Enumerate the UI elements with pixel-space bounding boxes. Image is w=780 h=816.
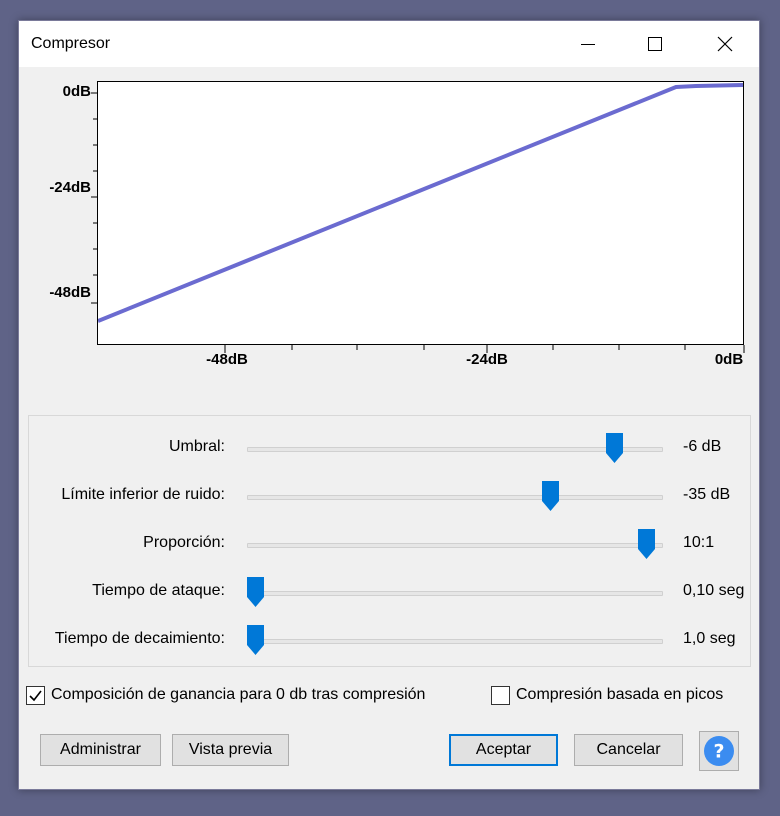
ratio-value: 10:1: [683, 534, 715, 551]
release-time-slider[interactable]: [247, 639, 663, 644]
compression-graph: 0dB -24dB -48dB: [19, 67, 759, 407]
minimize-button[interactable]: [557, 21, 619, 67]
plot-area: [97, 81, 744, 345]
ok-button[interactable]: Aceptar: [449, 734, 558, 766]
peak-compression-checkbox[interactable]: [491, 686, 510, 705]
threshold-slider[interactable]: [247, 447, 663, 452]
x-axis-label: -48dB: [206, 351, 248, 368]
y-axis-label: -48dB: [49, 284, 91, 301]
y-axis-label: -24dB: [49, 179, 91, 196]
x-axis-label: -24dB: [466, 351, 508, 368]
release-time-slider-thumb[interactable]: [247, 625, 264, 655]
noise-floor-label: Límite inferior de ruido:: [61, 486, 225, 503]
help-icon-glyph: ?: [713, 741, 724, 763]
threshold-label: Umbral:: [168, 438, 225, 455]
threshold-value: -6 dB: [683, 438, 722, 455]
help-icon: ?: [704, 736, 734, 766]
ratio-slider[interactable]: [247, 543, 663, 548]
maximize-icon: [648, 37, 662, 51]
title-bar[interactable]: Compresor: [19, 21, 759, 67]
cancel-button[interactable]: Cancelar: [574, 734, 683, 766]
release-time-row: Tiempo de decaimiento: 1,0 seg: [29, 620, 752, 660]
help-button[interactable]: ?: [699, 731, 739, 771]
noise-floor-value: -35 dB: [683, 486, 731, 503]
y-axis-label: 0dB: [62, 83, 91, 100]
noise-floor-row: Límite inferior de ruido: -35 dB: [29, 476, 752, 516]
x-axis-label: 0dB: [714, 351, 744, 368]
makeup-gain-label[interactable]: Composición de ganancia para 0 db tras c…: [51, 686, 426, 703]
threshold-row: Umbral: -6 dB: [29, 428, 752, 468]
attack-time-value: 0,10 seg: [683, 582, 745, 599]
ratio-slider-thumb[interactable]: [638, 529, 656, 559]
attack-time-slider-thumb[interactable]: [247, 577, 264, 607]
attack-time-label: Tiempo de ataque:: [92, 582, 225, 599]
close-icon: [717, 36, 733, 52]
threshold-slider-thumb[interactable]: [606, 433, 624, 463]
compressor-dialog: Compresor 0dB -24dB -48dB: [18, 20, 760, 790]
ratio-row: Proporción: 10:1: [29, 524, 752, 564]
close-button[interactable]: [694, 21, 756, 67]
makeup-gain-checkbox[interactable]: [26, 686, 45, 705]
noise-floor-slider-thumb[interactable]: [542, 481, 560, 511]
attack-time-slider[interactable]: [247, 591, 663, 596]
window-title: Compresor: [31, 35, 111, 52]
axis-ticks: [91, 92, 745, 353]
attack-time-row: Tiempo de ataque: 0,10 seg: [29, 572, 752, 612]
maximize-button[interactable]: [624, 21, 686, 67]
release-time-label: Tiempo de decaimiento:: [54, 630, 225, 647]
ratio-label: Proporción:: [143, 534, 225, 551]
controls-panel: Umbral: -6 dB Límite inferior de ruido: …: [28, 415, 751, 667]
compression-curve: [97, 83, 744, 323]
checkmark-icon: [29, 690, 42, 702]
manage-button[interactable]: Administrar: [40, 734, 161, 766]
minimize-icon: [581, 43, 595, 45]
noise-floor-slider[interactable]: [247, 495, 663, 500]
peak-compression-label[interactable]: Compresión basada en picos: [516, 686, 724, 703]
preview-button[interactable]: Vista previa: [172, 734, 289, 766]
release-time-value: 1,0 seg: [683, 630, 736, 647]
